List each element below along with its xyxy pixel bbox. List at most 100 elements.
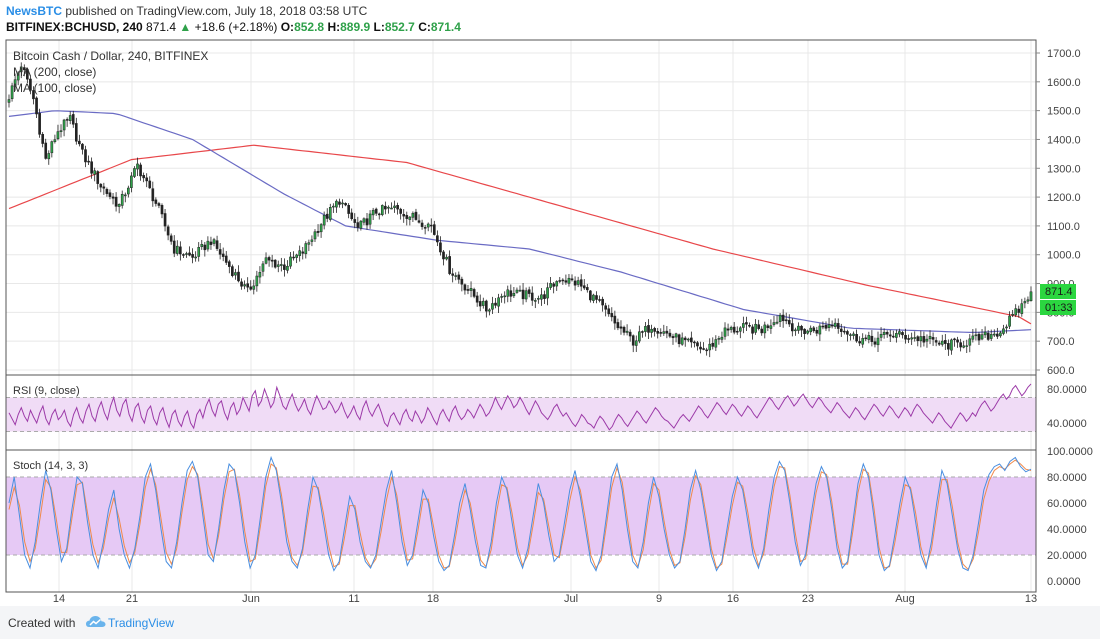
candle-down [613, 315, 617, 324]
candle-up [200, 243, 204, 247]
candle-up [332, 205, 335, 208]
ma100-legend[interactable]: MA (100, close) [13, 81, 96, 95]
candle-down [619, 326, 623, 329]
candle-up [708, 343, 712, 351]
candle-up [133, 168, 136, 177]
candle-up [720, 336, 724, 340]
candle-down [350, 212, 354, 220]
stoch-pane-title[interactable]: Stoch (14, 3, 3) [13, 460, 88, 472]
rsi-line [8, 383, 1032, 431]
author-name[interactable]: NewsBTC [6, 4, 63, 18]
candle-down [457, 274, 461, 280]
y-tick-label: 1000.0 [1047, 250, 1081, 262]
candle-up [763, 324, 767, 334]
pane-border [5, 39, 1037, 376]
candle-up [895, 333, 898, 338]
candle-up [714, 339, 718, 348]
candle-up [867, 335, 871, 340]
candle-up [295, 254, 298, 258]
candle-down [209, 241, 213, 245]
y-tick-label: 1400.0 [1047, 134, 1081, 146]
candle-down [160, 205, 164, 215]
candle-down [760, 328, 764, 334]
candle-up [1023, 301, 1027, 304]
candle-up [359, 220, 363, 229]
candle-up [1008, 315, 1011, 327]
candle-down [521, 289, 525, 300]
candle-down [29, 78, 32, 91]
candle-up [729, 327, 733, 330]
tradingview-logo-icon[interactable] [86, 614, 106, 630]
ma200-line [8, 144, 1032, 325]
candle-up [644, 326, 647, 332]
candle-up [127, 187, 130, 195]
candle-up [999, 332, 1002, 337]
candle-down [224, 255, 228, 263]
candle-down [374, 208, 378, 214]
y-tick-label: 700.0 [1047, 336, 1075, 348]
candle-up [919, 336, 923, 342]
open-value: 852.8 [294, 20, 325, 34]
candle-down [904, 334, 907, 340]
candle-down [683, 337, 687, 341]
x-tick-label: 23 [802, 593, 814, 605]
candle-down [956, 339, 959, 343]
candle-down [148, 180, 152, 189]
candle-up [488, 309, 491, 312]
ma100-line [8, 110, 1032, 333]
candle-down [356, 222, 360, 228]
candle-down [846, 331, 849, 335]
x-tick-label: Jul [564, 593, 578, 605]
pane-legends: Bitcoin Cash / Dollar, 240, BITFINEX MA … [13, 49, 208, 472]
candle-up [341, 202, 344, 205]
high-value: 889.9 [340, 20, 371, 34]
candle-down [442, 251, 445, 260]
candle-up [276, 264, 280, 267]
candle-down [414, 211, 418, 220]
candle-down [947, 343, 950, 350]
candle-down [784, 319, 788, 322]
candle-up [328, 206, 332, 220]
candle-down [38, 112, 41, 135]
candle-up [7, 99, 11, 103]
candle-down [96, 171, 100, 184]
published-text: published on TradingView.com, July 18, 2… [65, 4, 368, 18]
x-tick-label: 9 [656, 593, 662, 605]
candle-up [252, 285, 256, 290]
candle-up [1020, 303, 1024, 314]
candle-up [797, 325, 800, 331]
candle-up [491, 303, 494, 310]
candle-down [656, 331, 660, 334]
candle-up [680, 337, 684, 345]
candle-up [634, 340, 638, 346]
y-tick-label: 1500.0 [1047, 106, 1081, 118]
candle-down [163, 213, 167, 227]
candle-up [445, 256, 448, 260]
x-tick-label: 13 [1025, 593, 1037, 605]
candle-down [405, 215, 409, 219]
candle-up [925, 338, 929, 342]
candle-up [512, 293, 516, 297]
candle-up [742, 323, 745, 328]
candle-down [78, 140, 81, 145]
candle-down [855, 334, 858, 342]
tradingview-link[interactable]: TradingView [108, 616, 175, 630]
candle-up [1029, 291, 1033, 302]
symbol-label[interactable]: BITFINEX:BCHUSD, 240 [6, 20, 143, 34]
candle-up [849, 334, 852, 336]
candle-down [338, 201, 341, 205]
candle-down [699, 346, 702, 350]
candle-up [717, 338, 721, 340]
candle-down [665, 330, 669, 334]
candle-down [647, 325, 650, 333]
candle-up [540, 294, 543, 300]
candle-down [240, 281, 243, 287]
candle-down [433, 224, 436, 235]
candle-up [390, 207, 393, 210]
candle-down [139, 164, 142, 177]
candle-down [671, 336, 675, 339]
stoch-tick-label: 60.0000 [1047, 498, 1087, 510]
rsi-pane-title[interactable]: RSI (9, close) [13, 385, 80, 397]
candle-up [546, 287, 549, 299]
ma200-legend[interactable]: MA (200, close) [13, 65, 96, 79]
